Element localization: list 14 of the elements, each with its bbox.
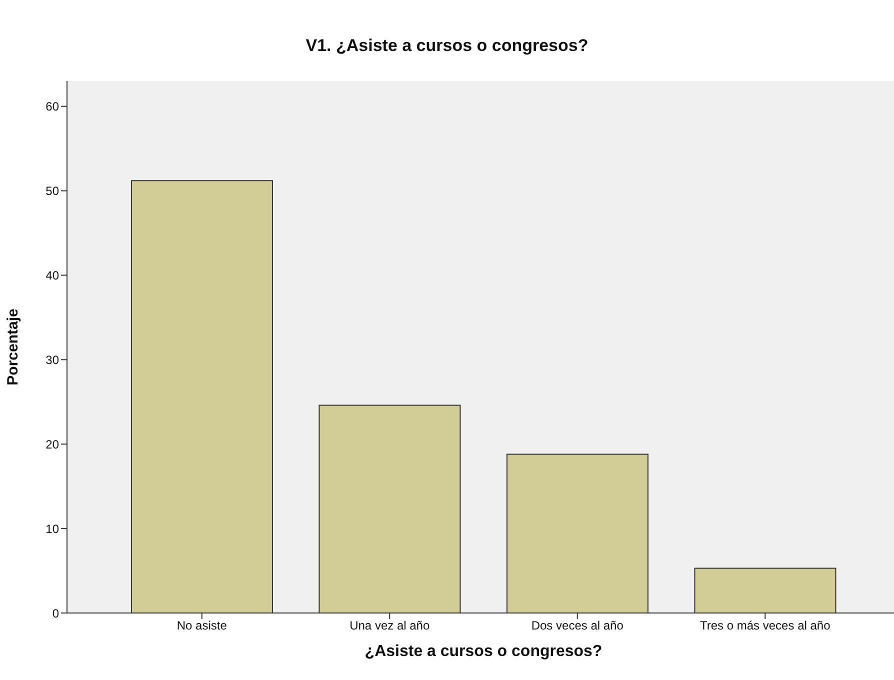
y-tick-label: 30 <box>46 352 60 367</box>
y-tick-label: 20 <box>46 437 60 452</box>
x-tick-label: Dos veces al año <box>531 618 624 633</box>
chart-title: V1. ¿Asiste a cursos o congresos? <box>304 36 590 56</box>
y-axis-title: Porcentaje <box>4 308 22 386</box>
x-axis-title: ¿Asiste a cursos o congresos? <box>364 643 602 660</box>
y-tick-label: 40 <box>46 268 60 282</box>
y-tick-label: 10 <box>46 522 60 536</box>
y-tick-label: 60 <box>46 100 60 114</box>
y-tick-label: 50 <box>46 184 60 198</box>
x-tick-label: Tres o más veces al año <box>700 618 831 633</box>
y-tick-label: 0 <box>52 606 60 620</box>
x-tick-label: No asiste <box>176 618 228 633</box>
x-tick-label: Una vez al año <box>350 618 430 633</box>
